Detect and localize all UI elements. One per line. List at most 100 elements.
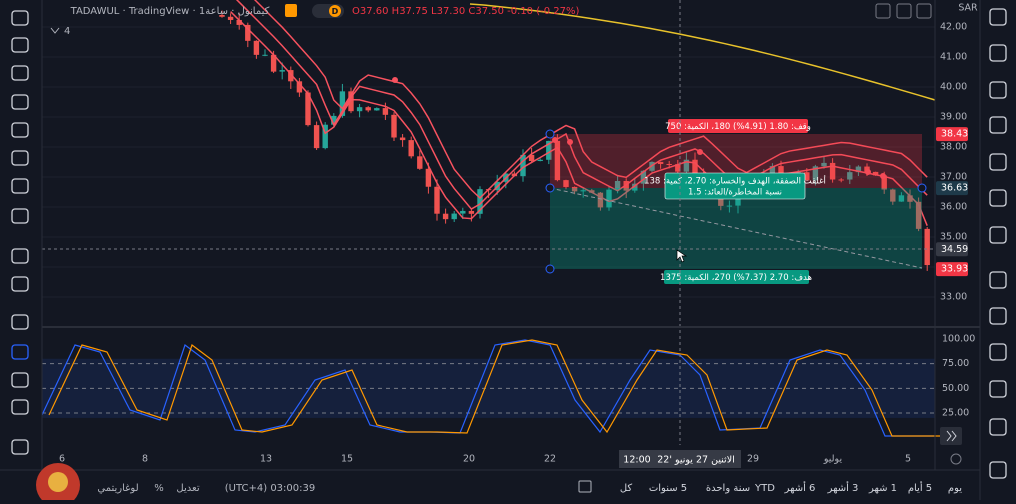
right-tool[interactable] [989, 116, 1007, 134]
left-tool[interactable] [11, 372, 29, 388]
candle-body [313, 125, 320, 149]
range-button[interactable]: YTD [754, 483, 775, 494]
left-tool[interactable] [11, 122, 29, 138]
time-label: 8 [142, 454, 148, 465]
btn[interactable] [916, 3, 932, 19]
chevron[interactable] [50, 27, 60, 34]
candle-body [408, 140, 414, 157]
left-tool[interactable] [11, 439, 29, 455]
right-tool[interactable] [989, 461, 1007, 479]
result-label: نسبة المخاطرة/العائد: 1.5 [688, 188, 782, 198]
ohlc: O37.60 H37.75 L37.30 C37.50 -0.10 (-0.27… [352, 6, 580, 17]
envelope-line [230, 11, 928, 226]
range-button[interactable]: يوم [948, 483, 962, 494]
market-flag: D [332, 7, 339, 16]
range-button[interactable]: 3 أشهر [827, 481, 859, 494]
left-tool[interactable] [11, 314, 29, 330]
left-tool[interactable] [11, 208, 29, 224]
candle-body [855, 166, 862, 173]
range-button[interactable]: 5 أيام [908, 481, 932, 494]
right-tool[interactable] [989, 8, 1007, 26]
candle-body [563, 180, 569, 187]
candle-body [391, 114, 397, 138]
flag[interactable] [285, 4, 297, 17]
percent[interactable]: % [154, 483, 164, 494]
range-button[interactable]: سنة واحدة [706, 483, 750, 494]
left-tool[interactable] [11, 10, 29, 26]
range-button[interactable]: 5 سنوات [649, 483, 687, 494]
candle-body [253, 40, 260, 55]
price-tick-label: 35.00 [940, 232, 967, 243]
left-tool[interactable] [11, 94, 29, 110]
adjust[interactable]: تعديل [176, 483, 199, 494]
candle-body [632, 183, 638, 191]
envelope-line [253, 0, 928, 200]
candle-body [769, 166, 776, 177]
left-tool[interactable] [11, 344, 29, 360]
stoch-tick-label: 100.00 [942, 334, 975, 345]
right-tool[interactable] [989, 307, 1007, 325]
handle[interactable] [545, 129, 555, 139]
left-tool[interactable] [11, 399, 29, 415]
trade-path [549, 187, 923, 269]
candle-body [589, 190, 595, 193]
log[interactable]: لوغاريتمي [97, 483, 138, 494]
btn[interactable] [896, 3, 912, 19]
price-badge-label: 33.93 [941, 264, 968, 275]
right-tool[interactable] [989, 380, 1007, 398]
result-label: أغلقت الصفقة، الهدف والخسارة: 2.70، كمية… [644, 175, 826, 187]
candle-body [305, 92, 311, 126]
time-label: 20 [463, 454, 475, 465]
candle-body [322, 124, 328, 149]
candle-body [442, 213, 449, 220]
left-tool[interactable] [11, 150, 29, 166]
candle-body [546, 140, 552, 160]
candle-body [236, 19, 242, 25]
right-tool[interactable] [989, 153, 1007, 171]
stoch-band [42, 358, 935, 418]
candle-body [915, 201, 922, 229]
time-label: 15 [341, 454, 353, 465]
clock[interactable]: (UTC+4) 03:00:39 [225, 483, 315, 494]
left-tool[interactable] [11, 37, 29, 53]
right-tool[interactable] [989, 189, 1007, 207]
range-button[interactable]: كل [620, 483, 633, 494]
left-tool[interactable] [11, 276, 29, 292]
right-tool[interactable] [989, 271, 1007, 289]
right-tool[interactable] [989, 44, 1007, 62]
stop-label: وقف: 1.80 (4.91%) 180، الكمية: 750 [665, 122, 811, 132]
settings-icon[interactable] [950, 453, 962, 465]
stoch-tick-label: 75.00 [942, 358, 969, 369]
range-button[interactable]: 1 شهر [868, 483, 897, 494]
indicators-count[interactable]: 4 [64, 26, 70, 37]
handle[interactable] [545, 183, 555, 193]
candle-body [528, 154, 535, 162]
left-tool[interactable] [11, 248, 29, 264]
range-button[interactable]: 6 أشهر [784, 481, 816, 494]
candle-body [262, 54, 268, 56]
symbol-title[interactable]: كيمانول · ساعة1 · TADAWUL · TradingView [70, 6, 270, 17]
price-tick-label: 39.00 [940, 112, 967, 123]
right-tool[interactable] [989, 343, 1007, 361]
envelope-dot [865, 169, 871, 175]
handle[interactable] [545, 264, 555, 274]
price-badge-label: 38.43 [941, 129, 968, 140]
candle-body [296, 81, 303, 93]
crosshair-time-box [619, 450, 741, 468]
candle-body [365, 107, 371, 111]
right-tool[interactable] [989, 81, 1007, 99]
envelope-dot [880, 173, 886, 179]
calendar-icon[interactable] [578, 480, 592, 493]
price-tick-label: 37.00 [940, 172, 967, 183]
left-tool[interactable] [11, 178, 29, 194]
right-tool[interactable] [989, 226, 1007, 244]
candle-body [821, 162, 827, 167]
right-tool[interactable] [989, 418, 1007, 436]
candle-body [382, 108, 389, 115]
price-badge-label: 36.63 [941, 183, 968, 194]
handle[interactable] [917, 183, 927, 193]
candle-body [339, 91, 346, 116]
left-tool[interactable] [11, 65, 29, 81]
btn[interactable] [875, 3, 891, 19]
